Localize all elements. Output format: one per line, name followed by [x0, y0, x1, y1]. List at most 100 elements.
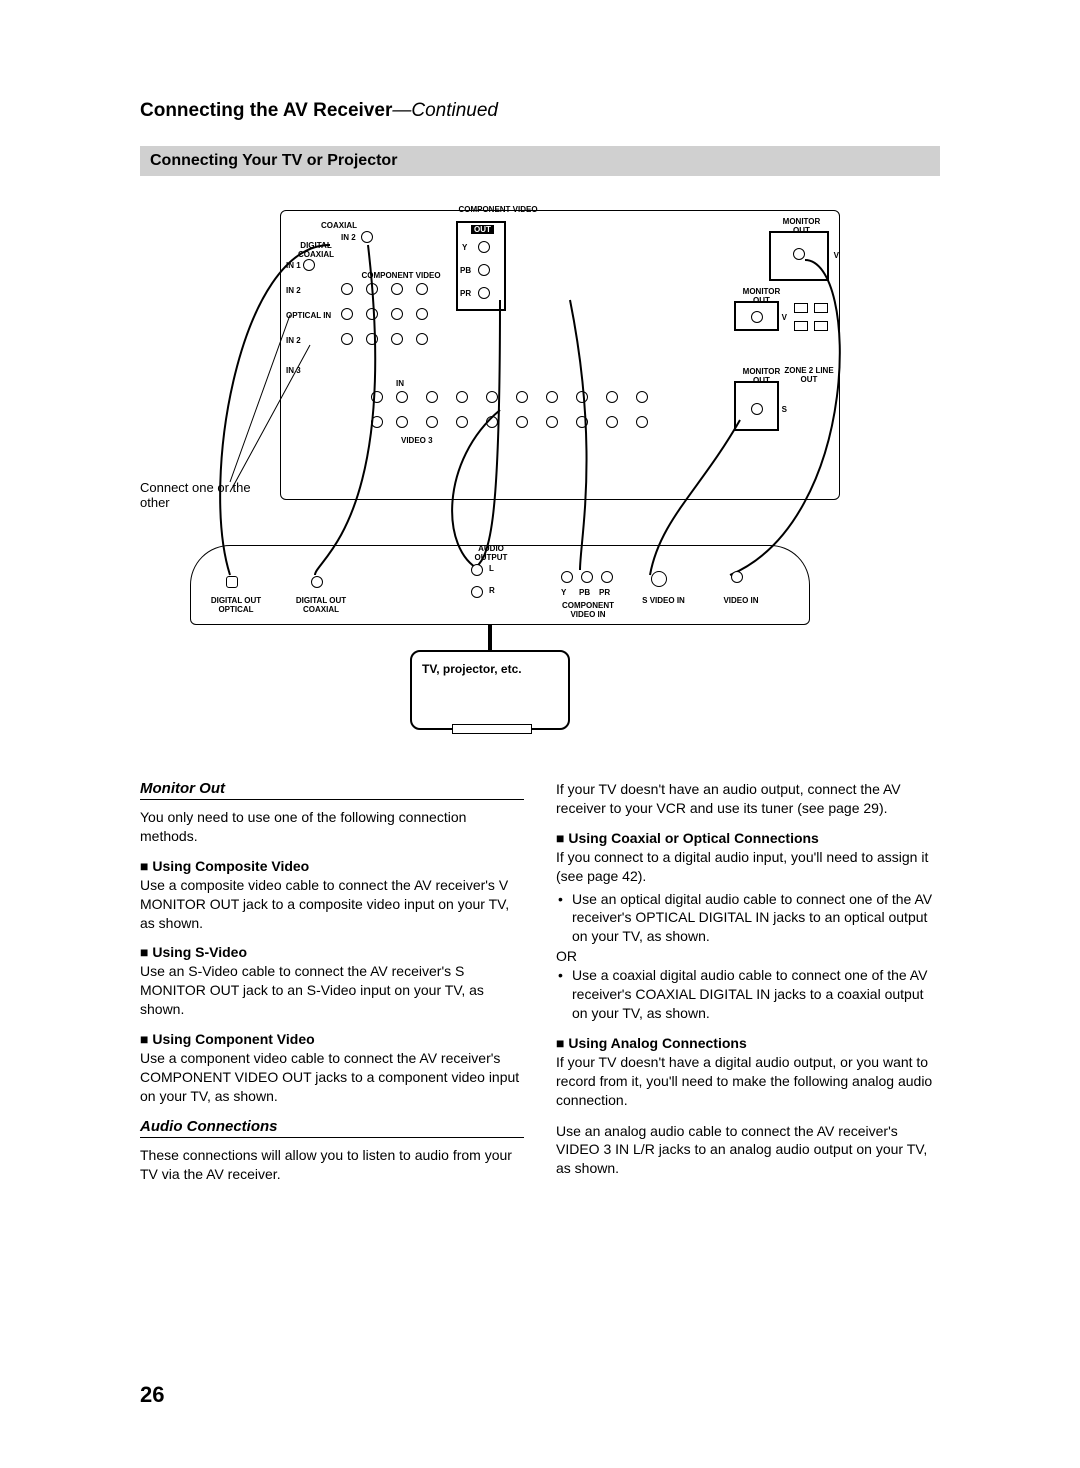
composite-body: Use a composite video cable to connect t…	[140, 876, 524, 933]
page-header: Connecting the AV Receiver—Continued	[140, 100, 940, 122]
label-component-video-small: COMPONENT VIDEO	[356, 271, 446, 280]
jack-icon	[426, 416, 438, 428]
jack-icon	[751, 403, 763, 415]
label-video-in: VIDEO IN	[716, 596, 766, 605]
jack-icon	[636, 416, 648, 428]
page-number: 26	[140, 1382, 164, 1408]
jack-icon	[366, 308, 378, 320]
jack-icon	[601, 571, 613, 583]
label-pr: PR	[460, 289, 471, 298]
label-in1: IN 1	[286, 261, 301, 270]
jack-icon	[751, 311, 763, 323]
svideo-head: Using S-Video	[140, 944, 524, 960]
label-pr2: PR	[599, 588, 610, 597]
jack-icon	[371, 391, 383, 403]
jack-icon	[391, 283, 403, 295]
jack-icon	[341, 308, 353, 320]
analog-p2: Use an analog audio cable to connect the…	[556, 1122, 940, 1179]
monitor-out-v-box: MONITOR OUT V	[769, 231, 829, 281]
label-in2b: IN 2	[286, 286, 301, 295]
component-out-box: COMPONENT VIDEO OUT Y PB PR	[456, 221, 506, 311]
tv-cable-down	[488, 625, 492, 650]
jack-icon	[426, 391, 438, 403]
label-y: Y	[462, 243, 467, 252]
label-in-row: IN	[396, 379, 404, 388]
jack-icon	[366, 283, 378, 295]
section-title: Connecting Your TV or Projector	[140, 146, 940, 176]
coaxopt-list2: Use a coaxial digital audio cable to con…	[556, 966, 940, 1023]
jack-icon	[606, 416, 618, 428]
monitor-out-heading: Monitor Out	[140, 780, 524, 800]
jack-icon	[396, 391, 408, 403]
jack-icon	[361, 231, 373, 243]
label-do-coax: DIGITAL OUT COAXIAL	[291, 596, 351, 614]
header-continued: —Continued	[392, 100, 498, 121]
coaxopt-head: Using Coaxial or Optical Connections	[556, 830, 940, 846]
audio-conn-intro: These connections will allow you to list…	[140, 1146, 524, 1184]
label-in2: IN 2	[341, 233, 356, 242]
coaxopt-list: Use an optical digital audio cable to co…	[556, 890, 940, 947]
label-pb2: PB	[579, 588, 590, 597]
right-column: If your TV doesn't have an audio output,…	[556, 780, 940, 1196]
jack-icon	[576, 391, 588, 403]
jack-icon	[478, 287, 490, 299]
label-s: S	[782, 405, 787, 414]
label-monitor-out: MONITOR OUT	[774, 217, 829, 235]
jack-icon	[341, 283, 353, 295]
label-svideo-in: S VIDEO IN	[636, 596, 691, 605]
label-coaxial: COAXIAL	[321, 221, 357, 230]
jack-icon	[341, 333, 353, 345]
jack-icon	[456, 416, 468, 428]
svideo-body: Use an S-Video cable to connect the AV r…	[140, 962, 524, 1019]
label-v: V	[834, 251, 839, 260]
monitor-out-s-box: MONITOR OUT S	[734, 381, 779, 431]
jack-icon	[516, 416, 528, 428]
jack-icon	[416, 308, 428, 320]
jack-icon	[651, 571, 667, 587]
coaxopt-b2: Use a coaxial digital audio cable to con…	[572, 966, 940, 1023]
jack-icon	[396, 416, 408, 428]
label-component-in: COMPONENT VIDEO IN	[553, 601, 623, 619]
jack-icon	[391, 308, 403, 320]
jack-icon	[636, 391, 648, 403]
jack-icon	[471, 564, 483, 576]
jack-icon	[516, 391, 528, 403]
jack-icon	[486, 416, 498, 428]
jack-icon	[561, 571, 573, 583]
label-audio-output: AUDIO OUTPUT	[466, 544, 516, 562]
jack-icon	[416, 283, 428, 295]
coaxopt-intro: If you connect to a digital audio input,…	[556, 848, 940, 886]
tv-label: TV, projector, etc.	[422, 662, 522, 676]
jack-icon	[366, 333, 378, 345]
label-monitor-out-mid: MONITOR OUT	[734, 287, 789, 305]
connection-diagram: COAXIAL DIGITAL COAXIAL IN 2 IN 1 COMPON…	[140, 200, 940, 740]
jack-icon	[546, 391, 558, 403]
jack-icon	[546, 416, 558, 428]
label-y2: Y	[561, 588, 566, 597]
jack-icon	[576, 416, 588, 428]
coaxopt-b1: Use an optical digital audio cable to co…	[572, 890, 940, 947]
monitor-out-intro: You only need to use one of the followin…	[140, 808, 524, 846]
analog-head: Using Analog Connections	[556, 1035, 940, 1051]
note-connect-one: Connect one or the other	[140, 480, 260, 510]
label-in2c: IN 2	[286, 336, 301, 345]
jack-icon	[226, 576, 238, 588]
label-pb: PB	[460, 266, 471, 275]
jack-icon	[581, 571, 593, 583]
jack-icon	[391, 333, 403, 345]
tv-inputs-row: DIGITAL OUT OPTICAL DIGITAL OUT COAXIAL …	[190, 545, 810, 625]
label-monitor-out-s: MONITOR OUT	[734, 367, 789, 385]
receiver-panel: COAXIAL DIGITAL COAXIAL IN 2 IN 1 COMPON…	[280, 210, 840, 500]
audio-conn-heading: Audio Connections	[140, 1118, 524, 1138]
jack-icon	[731, 571, 743, 583]
label-do-optical: DIGITAL OUT OPTICAL	[206, 596, 266, 614]
monitor-out-mid: MONITOR OUT V	[734, 301, 779, 331]
jack-icon	[311, 576, 323, 588]
speaker-terminals	[794, 303, 834, 343]
jack-icon	[793, 248, 805, 260]
jack-icon	[416, 333, 428, 345]
jack-icon	[478, 264, 490, 276]
jack-icon	[486, 391, 498, 403]
jack-icon	[478, 241, 490, 253]
label-optical-in: OPTICAL IN	[286, 311, 331, 320]
